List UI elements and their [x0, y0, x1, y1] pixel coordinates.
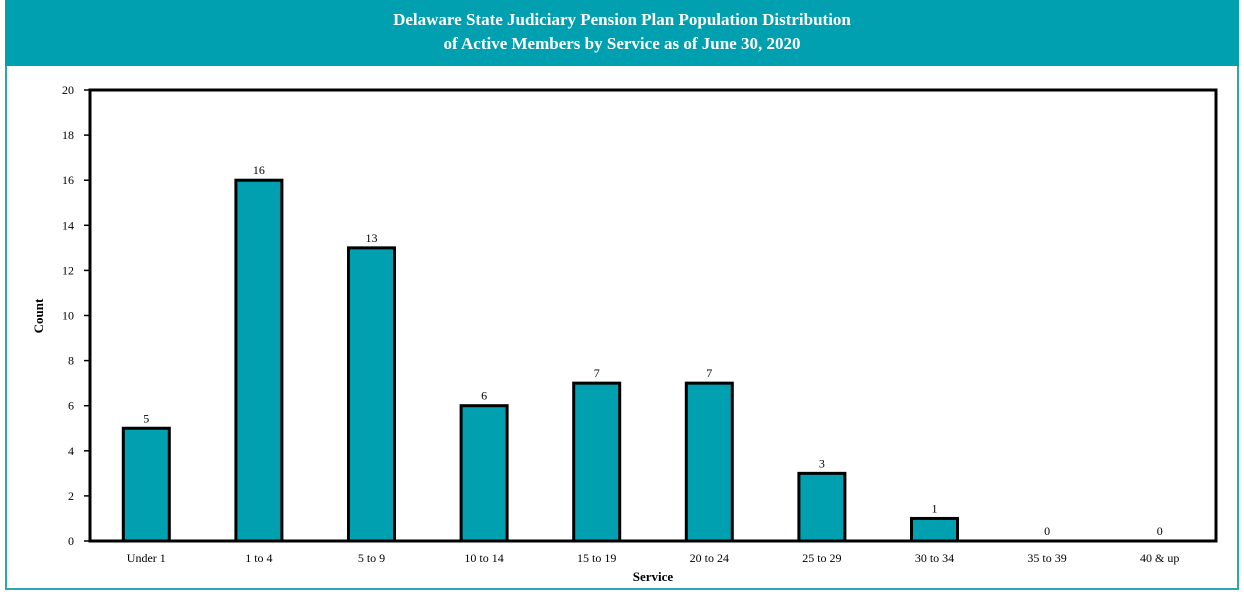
chart-title-line-1: Delaware State Judiciary Pension Plan Po…	[393, 10, 851, 29]
bar	[910, 516, 959, 543]
y-axis-label: Count	[31, 298, 46, 333]
bar	[234, 178, 284, 543]
x-tick-label: 35 to 39	[1027, 551, 1066, 565]
x-axis: Under 1 1 to 4 5 to 9 10 to 14 15 to 19 20 to…	[127, 551, 1180, 565]
y-tick-label: 14	[62, 218, 74, 232]
data-label: 13	[366, 231, 378, 245]
y-tick-label: 4	[68, 444, 74, 458]
bar	[459, 404, 509, 543]
data-label: 0	[1044, 524, 1050, 538]
y-axis: 0 2 4 6 8 10 12 14 16 18 20	[62, 83, 90, 548]
chart-title-line-2: of Active Members by Service as of June …	[443, 34, 801, 53]
chart-title: Delaware State Judiciary Pension Plan Po…	[5, 0, 1239, 66]
y-tick-label: 20	[62, 83, 74, 97]
x-tick-label: Under 1	[127, 551, 166, 565]
y-tick-label: 2	[68, 489, 74, 503]
x-tick-label: 20 to 24	[690, 551, 729, 565]
y-tick-label: 0	[68, 534, 74, 548]
bar	[121, 426, 171, 543]
x-tick-label: 30 to 34	[915, 551, 954, 565]
data-label: 5	[143, 411, 149, 425]
x-tick-label: 10 to 14	[464, 551, 503, 565]
x-tick-label: 40 & up	[1140, 551, 1179, 565]
bar	[797, 471, 847, 543]
data-label: 7	[594, 366, 600, 380]
data-label: 3	[819, 456, 825, 470]
x-axis-label: Service	[633, 569, 674, 584]
bar	[684, 381, 734, 543]
bar-series: 5 16 13 6 7 7 3 1 0 0	[121, 163, 1163, 543]
y-tick-label: 10	[62, 309, 74, 323]
x-tick-label: 1 to 4	[245, 551, 272, 565]
data-label: 7	[706, 366, 712, 380]
y-tick-label: 16	[62, 173, 74, 187]
x-tick-label: 5 to 9	[358, 551, 385, 565]
bar	[347, 246, 396, 543]
data-label: 0	[1157, 524, 1163, 538]
x-tick-label: 25 to 29	[802, 551, 841, 565]
y-tick-label: 12	[62, 263, 74, 277]
x-tick-label: 15 to 19	[577, 551, 616, 565]
y-tick-label: 18	[62, 128, 74, 142]
y-tick-label: 8	[68, 354, 74, 368]
data-label: 16	[253, 163, 265, 177]
bar	[572, 381, 622, 543]
y-tick-label: 6	[68, 399, 74, 413]
chart-frame	[5, 0, 1239, 590]
data-label: 6	[481, 389, 487, 403]
data-label: 1	[932, 501, 938, 515]
